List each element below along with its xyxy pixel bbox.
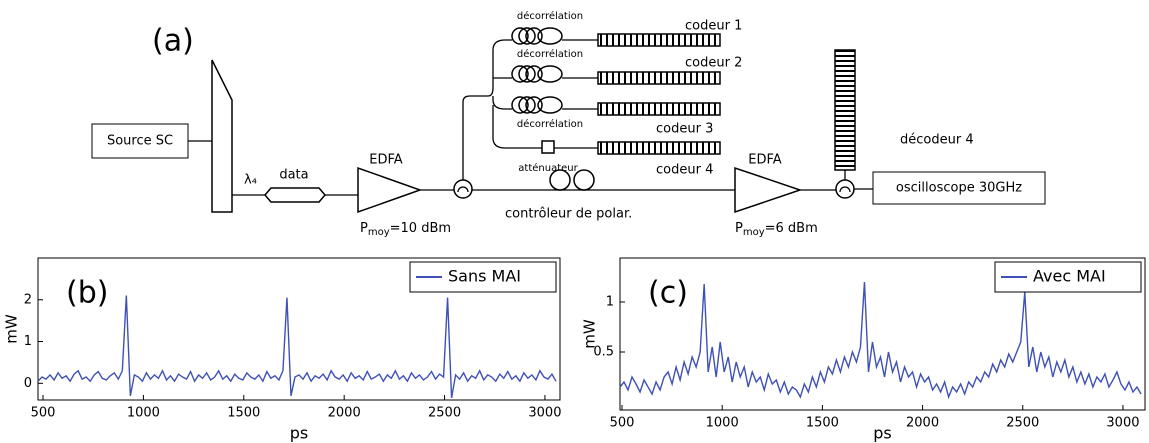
y-axis-label: mW [3,314,21,344]
x-tick-label: 2000 [328,406,361,421]
x-tick-label: 1000 [127,406,160,421]
y-tick-label: 0 [24,376,32,391]
chart: 500 1000 1500 2000 2500 3000 0 1 2 ps mW (b) Sans MA… [3,257,561,443]
legend-label: Sans MAI [448,267,521,286]
amplifier [357,166,423,214]
x-tick-label: 2500 [1006,416,1039,431]
power-value: =6 dBm [765,221,818,236]
fiber [562,39,598,110]
data-line [619,281,1142,400]
encoder-label: codeur 1 [685,19,742,34]
power-subscript: moy [368,227,390,238]
y-tick-label: 2 [24,292,32,307]
delay-label: décorrélation [517,118,583,130]
fiber [462,95,488,180]
x-tick-label: 500 [610,416,635,431]
circulator [835,179,855,199]
oscilloscope-label: oscilloscope 30GHz [896,181,1022,196]
y-tick-label: 1 [606,295,614,310]
x-tick-label: 500 [31,406,56,421]
encoders [597,33,721,155]
diagram: (a) Source SC λ₄ data EDFA Pmoy=10 dBm d… [91,10,1046,239]
amplifier-label: EDFA [748,153,782,168]
oscilloscope-box [872,171,1046,205]
fiber-splitter [487,39,598,149]
decoder [834,49,856,171]
x-axis-label: ps [290,424,309,443]
power-symbol: P [360,221,368,236]
y-tick-label: 1 [24,334,32,349]
chart: 500 1000 1500 2000 2500 3000 0.5 1 ps mW (c) Avec M… [581,257,1146,443]
x-tick-label: 3000 [1106,416,1139,431]
delay-label: décorrélation [517,48,583,60]
power-subscript: moy [743,227,765,238]
delay-label: décorrélation [517,10,583,22]
x-axis-label: ps [873,424,892,443]
power-value: =10 dBm [390,221,451,236]
panel-label: (c) [648,276,688,311]
x-tick-label: 1000 [706,416,739,431]
y-axis-label: mW [581,319,599,349]
circulator-arrow [839,186,851,193]
source-label: Source SC [107,134,173,149]
demultiplexer [211,59,233,213]
coils [511,27,563,114]
amplifier-label: EDFA [369,153,403,168]
x-tick-label: 3000 [528,406,561,421]
polarization-controller [549,169,595,191]
attenuator-label: atténuateur [518,162,578,174]
amplifier [734,166,803,214]
y-tick-label: 0.5 [593,345,614,360]
decoder-label: décodeur 4 [900,133,974,148]
circulator-arrow [457,186,469,193]
x-tick-label: 1500 [806,416,839,431]
data-line [37,295,557,399]
power-symbol: P [735,221,743,236]
controller-label: contrôleur de polar. [505,207,632,222]
source-box [91,123,189,159]
x-tick-label: 2500 [428,406,461,421]
attenuator [541,140,555,154]
x-tick-label: 2000 [906,416,939,431]
power-label: Pmoy=6 dBm [735,221,818,239]
modulator-label: data [279,168,308,183]
encoder-label: codeur 3 [656,122,713,137]
encoder-label: codeur 2 [685,56,742,71]
legend-label: Avec MAI [1033,267,1106,286]
circulator [453,179,473,199]
modulator [264,187,326,203]
wavelength-label: λ₄ [244,173,257,188]
power-label: Pmoy=10 dBm [360,221,451,239]
x-tick-label: 1500 [227,406,260,421]
encoder-label: codeur 4 [656,163,713,178]
panel-label: (a) [152,24,194,59]
panel-label: (b) [66,276,108,311]
